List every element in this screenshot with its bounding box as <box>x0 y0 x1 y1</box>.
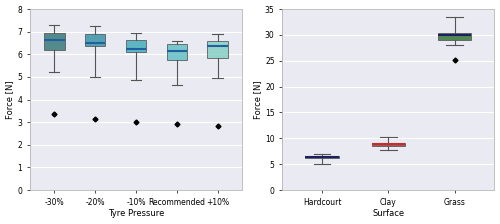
PathPatch shape <box>438 33 471 40</box>
PathPatch shape <box>85 34 105 46</box>
PathPatch shape <box>306 156 338 159</box>
X-axis label: Tyre Pressure: Tyre Pressure <box>108 209 164 218</box>
PathPatch shape <box>372 143 405 146</box>
PathPatch shape <box>126 40 146 52</box>
PathPatch shape <box>208 41 228 58</box>
X-axis label: Surface: Surface <box>372 209 404 218</box>
PathPatch shape <box>166 44 187 60</box>
PathPatch shape <box>44 33 64 50</box>
Y-axis label: Force [N]: Force [N] <box>253 80 262 119</box>
Y-axis label: Force [N]: Force [N] <box>6 80 15 119</box>
